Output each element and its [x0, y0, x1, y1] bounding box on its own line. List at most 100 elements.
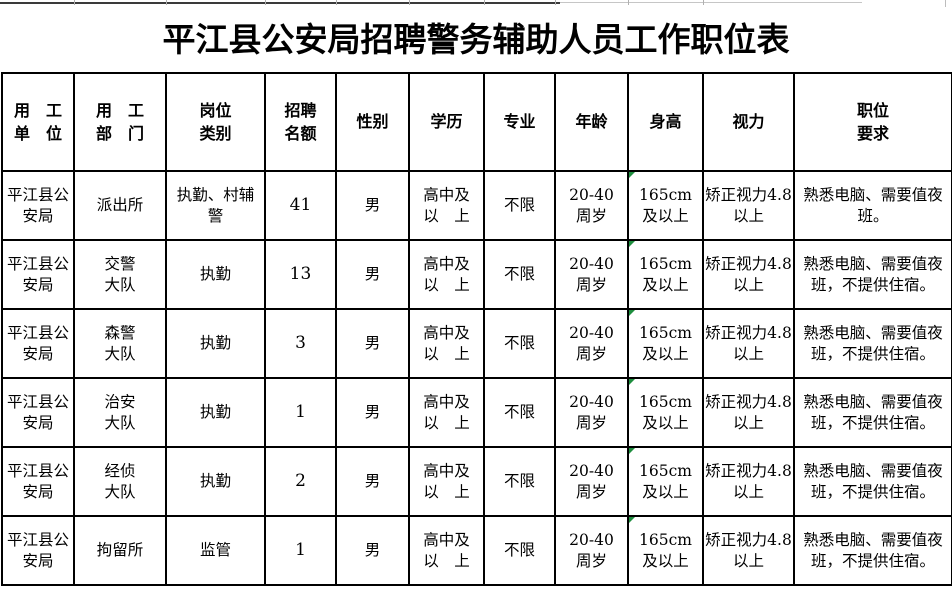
cell-quota: 3: [264, 308, 337, 379]
cell-height: 165cm 及以上: [627, 239, 704, 310]
table-row: 平江县公 安局 交警 大队 执勤 13 男 高中及 以 上 不限 20-40 周…: [1, 239, 952, 310]
column-header-dept: 用 工 部 门: [73, 72, 167, 172]
grid-tick: [484, 0, 485, 5]
cell-requirements: 熟悉电脑、需要值夜 班，不提供住宿。: [793, 377, 952, 448]
grid-tick: [628, 0, 629, 5]
cell-education: 高中及 以 上: [408, 170, 485, 241]
cell-age: 20-40 周岁: [554, 515, 629, 586]
cell-gender: 男: [335, 308, 410, 379]
cell-quota: 1: [264, 515, 337, 586]
cell-quota: 13: [264, 239, 337, 310]
error-indicator-icon: [630, 173, 635, 178]
error-indicator-icon: [630, 449, 635, 454]
column-header-age: 年龄: [554, 72, 629, 172]
cell-major: 不限: [483, 446, 556, 517]
cell-requirements: 熟悉电脑、需要值夜 班，不提供住宿。: [793, 239, 952, 310]
table-row: 平江县公 安局 经侦 大队 执勤 2 男 高中及 以 上 不限 20-40 周岁…: [1, 446, 952, 517]
cell-vision: 矫正视力4.8 以上: [702, 308, 795, 379]
table-row: 平江县公 安局 森警 大队 执勤 3 男 高中及 以 上 不限 20-40 周岁…: [1, 308, 952, 379]
cell-education: 高中及 以 上: [408, 377, 485, 448]
cell-height: 165cm 及以上: [627, 377, 704, 448]
table-row: 平江县公 安局 派出所 执勤、村辅 警 41 男 高中及 以 上 不限 20-4…: [1, 170, 952, 241]
cell-vision: 矫正视力4.8 以上: [702, 446, 795, 517]
cell-vision: 矫正视力4.8 以上: [702, 239, 795, 310]
cell-quota: 1: [264, 377, 337, 448]
cell-age: 20-40 周岁: [554, 239, 629, 310]
cell-gender: 男: [335, 170, 410, 241]
cell-quota: 41: [264, 170, 337, 241]
cell-dept: 派出所: [73, 170, 167, 241]
header-row: 用 工 单 位 用 工 部 门 岗位 类别 招聘 名额 性别 学历 专业 年龄 …: [1, 72, 952, 172]
cell-vision: 矫正视力4.8 以上: [702, 515, 795, 586]
cell-category: 执勤: [165, 239, 266, 310]
cell-age: 20-40 周岁: [554, 170, 629, 241]
cell-major: 不限: [483, 239, 556, 310]
cell-unit: 平江县公 安局: [1, 515, 75, 586]
cell-height-text: 165cm 及以上: [639, 461, 692, 501]
cell-category: 执勤: [165, 377, 266, 448]
cell-gender: 男: [335, 377, 410, 448]
column-header-category: 岗位 类别: [165, 72, 266, 172]
cell-requirements: 熟悉电脑、需要值夜 班，不提供住宿。: [793, 515, 952, 586]
column-header-vision: 视力: [702, 72, 795, 172]
cell-height: 165cm 及以上: [627, 170, 704, 241]
grid-tick: [265, 0, 266, 5]
cell-dept: 治安 大队: [73, 377, 167, 448]
cell-unit: 平江县公 安局: [1, 170, 75, 241]
cell-unit: 平江县公 安局: [1, 446, 75, 517]
grid-tick: [74, 0, 75, 5]
cell-height-text: 165cm 及以上: [639, 392, 692, 432]
cell-education: 高中及 以 上: [408, 308, 485, 379]
cell-unit: 平江县公 安局: [1, 308, 75, 379]
grid-tick: [555, 0, 556, 5]
cell-gender: 男: [335, 446, 410, 517]
cell-education: 高中及 以 上: [408, 446, 485, 517]
cell-quota: 2: [264, 446, 337, 517]
cell-height: 165cm 及以上: [627, 308, 704, 379]
cell-unit: 平江县公 安局: [1, 377, 75, 448]
cell-major: 不限: [483, 515, 556, 586]
cell-category: 执勤: [165, 446, 266, 517]
cutoff-gridline-light: [560, 2, 862, 3]
cell-gender: 男: [335, 239, 410, 310]
cell-category: 监管: [165, 515, 266, 586]
cell-requirements: 熟悉电脑、需要值夜 班。: [793, 170, 952, 241]
column-header-unit: 用 工 单 位: [1, 72, 75, 172]
cutoff-gridline-dark: [0, 2, 560, 4]
grid-tick: [166, 0, 167, 5]
cell-dept: 森警 大队: [73, 308, 167, 379]
cell-major: 不限: [483, 377, 556, 448]
cell-category: 执勤、村辅 警: [165, 170, 266, 241]
column-header-education: 学历: [408, 72, 485, 172]
cell-height: 165cm 及以上: [627, 515, 704, 586]
cell-requirements: 熟悉电脑、需要值夜 班，不提供住宿。: [793, 446, 952, 517]
grid-tick: [945, 0, 946, 7]
job-position-table: 用 工 单 位 用 工 部 门 岗位 类别 招聘 名额 性别 学历 专业 年龄 …: [1, 72, 952, 586]
cell-category: 执勤: [165, 308, 266, 379]
cell-height-text: 165cm 及以上: [639, 254, 692, 294]
cell-education: 高中及 以 上: [408, 239, 485, 310]
table-row: 平江县公 安局 治安 大队 执勤 1 男 高中及 以 上 不限 20-40 周岁…: [1, 377, 952, 448]
cell-major: 不限: [483, 170, 556, 241]
cell-age: 20-40 周岁: [554, 377, 629, 448]
cell-requirements: 熟悉电脑、需要值夜 班，不提供住宿。: [793, 308, 952, 379]
error-indicator-icon: [630, 518, 635, 523]
cell-height-text: 165cm 及以上: [639, 530, 692, 570]
error-indicator-icon: [630, 380, 635, 385]
grid-tick: [336, 0, 337, 5]
cutoff-gridline-artifact: [0, 0, 952, 8]
column-header-gender: 性别: [335, 72, 410, 172]
error-indicator-icon: [630, 242, 635, 247]
cell-major: 不限: [483, 308, 556, 379]
grid-tick: [409, 0, 410, 5]
cell-height-text: 165cm 及以上: [639, 323, 692, 363]
error-indicator-icon: [630, 311, 635, 316]
column-header-height: 身高: [627, 72, 704, 172]
cell-dept: 拘留所: [73, 515, 167, 586]
column-header-quota: 招聘 名额: [264, 72, 337, 172]
cell-age: 20-40 周岁: [554, 308, 629, 379]
cell-unit: 平江县公 安局: [1, 239, 75, 310]
column-header-major: 专业: [483, 72, 556, 172]
cell-vision: 矫正视力4.8 以上: [702, 170, 795, 241]
cell-education: 高中及 以 上: [408, 515, 485, 586]
